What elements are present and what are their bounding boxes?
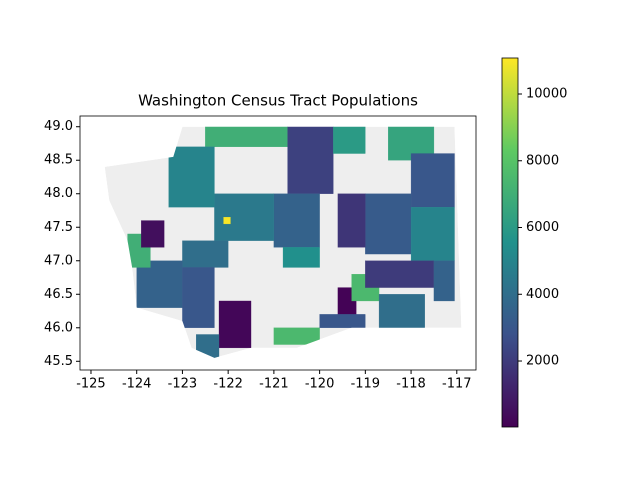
x-tick-label: -123 xyxy=(168,377,198,392)
colorbar-tick-label: 8000 xyxy=(526,153,559,168)
census-tract xyxy=(205,126,288,147)
y-tick-label: 47.5 xyxy=(44,220,73,235)
x-tick-label: -118 xyxy=(396,377,426,392)
census-tract xyxy=(337,193,366,248)
census-tract xyxy=(433,260,455,302)
census-tract xyxy=(319,314,366,328)
census-tract xyxy=(287,126,334,194)
map-title: Washington Census Tract Populations xyxy=(138,92,418,110)
census-tract xyxy=(333,126,366,154)
census-tract xyxy=(141,220,165,248)
census-tract xyxy=(410,153,455,208)
x-tick-label: -120 xyxy=(305,377,335,392)
census-tract xyxy=(218,300,252,349)
y-tick-label: 48.0 xyxy=(44,186,73,201)
census-tract xyxy=(195,334,220,358)
colorbar-tick-label: 10000 xyxy=(526,87,567,102)
y-tick-label: 46.5 xyxy=(44,287,73,302)
map-regions xyxy=(104,126,462,358)
census-tract xyxy=(168,146,215,208)
census-tract xyxy=(410,206,455,261)
census-tract xyxy=(365,260,435,288)
x-tick-label: -121 xyxy=(259,377,289,392)
census-tract xyxy=(182,240,229,268)
y-tick-label: 47.0 xyxy=(44,253,73,268)
axes-frame xyxy=(79,115,477,371)
census-tract xyxy=(282,247,320,268)
colorbar-tick-label: 6000 xyxy=(526,220,559,235)
census-tract xyxy=(273,327,320,345)
x-tick-label: -124 xyxy=(122,377,152,392)
x-tick-label: -125 xyxy=(76,377,106,392)
x-tick-label: -117 xyxy=(442,377,472,392)
x-tick-label: -119 xyxy=(351,377,381,392)
colorbar-tick-label: 2000 xyxy=(526,354,559,369)
census-tract xyxy=(223,217,231,225)
census-tract xyxy=(182,267,215,328)
colorbar xyxy=(501,57,519,428)
colorbar-tick-label: 4000 xyxy=(526,287,559,302)
census-tract xyxy=(365,193,412,255)
y-tick-label: 45.5 xyxy=(44,354,73,369)
census-tract xyxy=(378,294,425,328)
y-tick-label: 49.0 xyxy=(44,119,73,134)
x-tick-label: -122 xyxy=(213,377,243,392)
census-tract xyxy=(273,193,320,248)
y-tick-label: 46.0 xyxy=(44,320,73,335)
y-tick-label: 48.5 xyxy=(44,153,73,168)
census-tract xyxy=(136,260,183,308)
census-tract xyxy=(214,193,275,241)
